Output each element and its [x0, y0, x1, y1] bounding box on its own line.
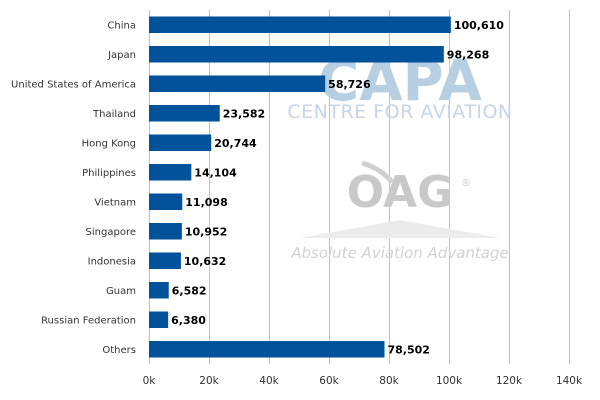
category-label: Japan [107, 50, 136, 61]
bar [149, 311, 169, 329]
category-label: Philippines [82, 168, 136, 179]
category-label: Vietnam [94, 197, 136, 208]
oag-swoosh-icon [361, 160, 394, 184]
watermark: CAPA CENTRE FOR AVIATION OAG ® Absolute … [287, 49, 512, 262]
category-label: Others [102, 345, 136, 356]
bar [149, 281, 169, 299]
oag-logo-watermark: OAG [347, 167, 453, 218]
x-tick-label: 100k [436, 375, 463, 387]
data-label: 100,610 [454, 19, 504, 32]
x-tick-label: 120k [496, 375, 523, 387]
data-label: 14,104 [194, 166, 237, 179]
category-label: United States of America [11, 79, 136, 90]
data-label: 58,726 [328, 78, 371, 91]
data-label: 10,632 [184, 255, 226, 268]
bar [149, 163, 192, 181]
category-label: China [107, 20, 136, 31]
x-tick-label: 140k [556, 375, 583, 387]
oag-tagline-watermark: Absolute Aviation Advantage [290, 244, 509, 262]
bar [149, 104, 220, 122]
bar [149, 45, 444, 63]
data-label: 6,380 [171, 314, 206, 327]
bar [149, 134, 212, 152]
category-label: Indonesia [88, 256, 136, 267]
data-labels: 100,610 98,268 58,726 23,582 20,744 14,104 11,… [171, 19, 504, 357]
oag-registered-mark: ® [461, 178, 471, 189]
oag-underline-wedge-icon [300, 220, 500, 238]
bar [149, 75, 326, 93]
data-label: 98,268 [447, 48, 489, 61]
data-label: 20,744 [214, 137, 257, 150]
x-tick-label: 80k [379, 375, 399, 387]
data-label: 6,582 [172, 284, 207, 297]
data-label: 10,952 [185, 225, 227, 238]
x-axis-tick-labels: 0k 20k 40k 60k 80k 100k 120k 140k [143, 375, 583, 387]
capa-subtitle-watermark: CENTRE FOR AVIATION [287, 101, 512, 123]
bars [149, 16, 451, 358]
data-label: 78,502 [388, 343, 430, 356]
gridlines [149, 10, 570, 364]
bar [149, 252, 181, 270]
bar [149, 16, 451, 34]
category-label: Hong Kong [82, 138, 136, 149]
category-label: Singapore [86, 227, 136, 238]
x-tick-label: 60k [319, 375, 339, 387]
data-label: 23,582 [223, 107, 265, 120]
bar [149, 222, 182, 240]
category-label: Thailand [92, 109, 136, 120]
bar [149, 193, 183, 211]
bar [149, 340, 385, 358]
category-labels: China Japan United States of America Thaila… [11, 20, 136, 356]
data-label: 11,098 [185, 196, 227, 209]
category-label: Russian Federation [41, 315, 136, 326]
x-tick-label: 0k [143, 375, 157, 387]
x-tick-label: 40k [259, 375, 279, 387]
category-label: Guam [106, 286, 136, 297]
x-tick-label: 20k [199, 375, 219, 387]
